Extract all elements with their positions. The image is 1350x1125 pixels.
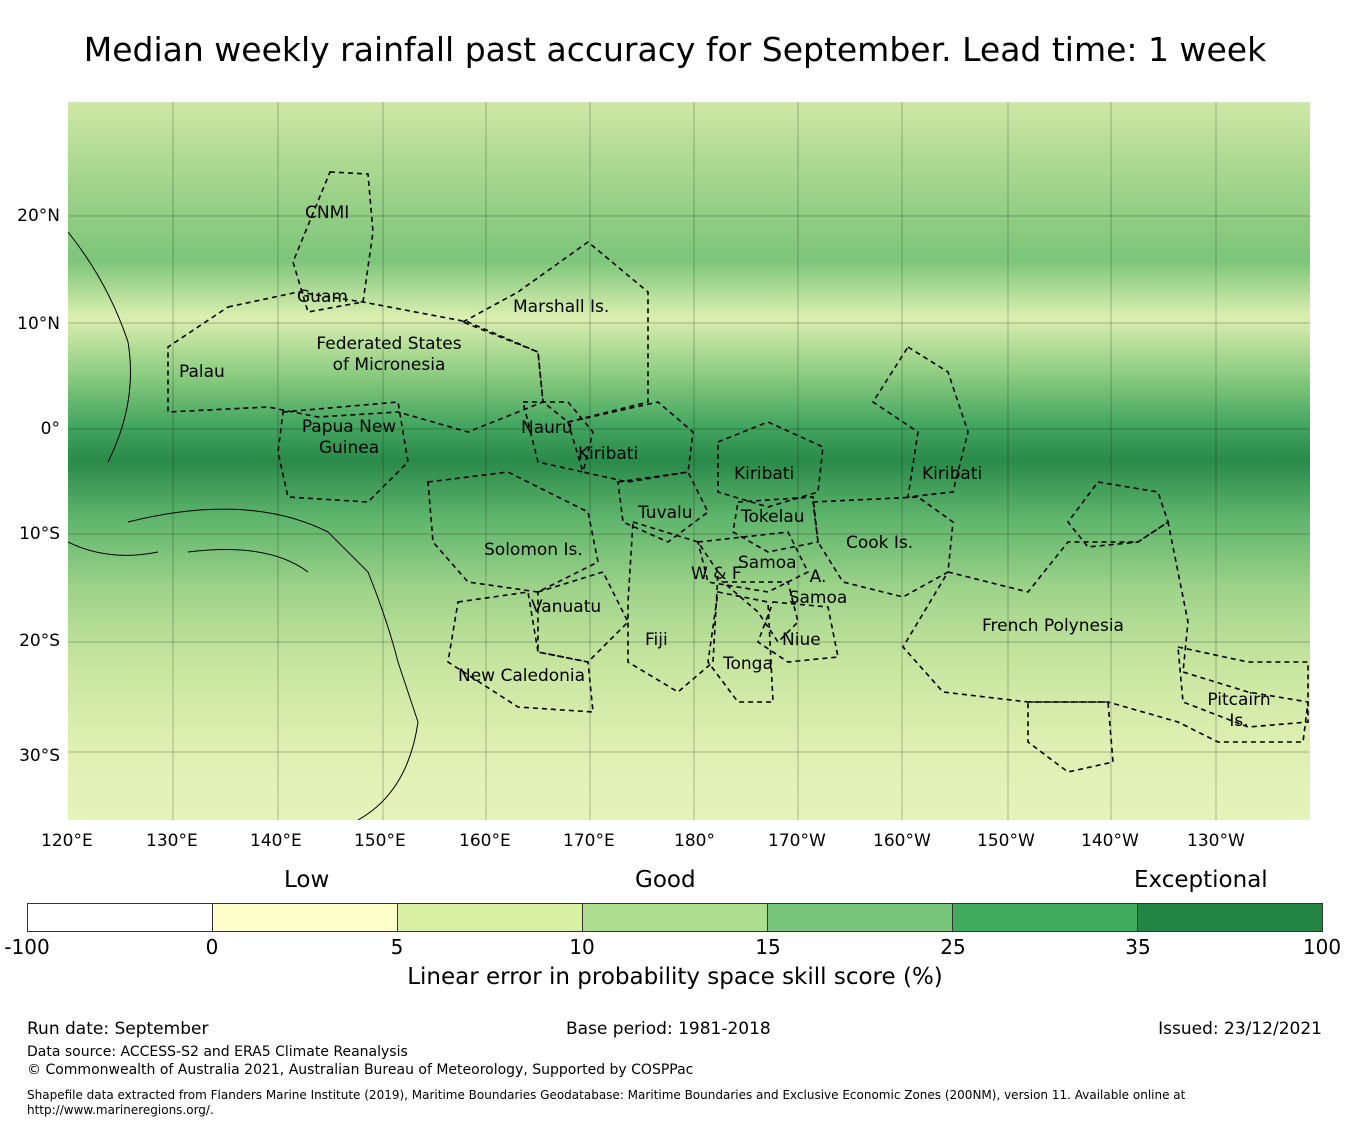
region-label: Palau xyxy=(179,362,225,382)
lon-tick: 180° xyxy=(674,831,715,851)
coastlines xyxy=(68,231,419,820)
lon-tick: 120°E xyxy=(41,831,93,851)
colorbar-tick: 25 xyxy=(940,935,966,959)
region-label: Samoa xyxy=(738,553,797,573)
graticule xyxy=(68,102,1310,820)
lat-tick: 0° xyxy=(40,419,60,439)
colorbar-tick: 5 xyxy=(390,935,404,959)
colorbar-tick: 100 xyxy=(1302,935,1342,959)
region-label: Fiji xyxy=(645,630,668,650)
lon-tick: 130°W xyxy=(1187,831,1245,851)
colorbar-tick: 10 xyxy=(569,935,595,959)
colorbar-tick: 0 xyxy=(205,935,219,959)
region-label: New Caledonia xyxy=(458,666,586,686)
lon-tick: 150°W xyxy=(977,831,1035,851)
chart-title: Median weekly rainfall past accuracy for… xyxy=(83,30,1267,69)
region-label: Guam xyxy=(297,287,348,307)
eez-boundaries xyxy=(167,171,1309,773)
region-label: Cook Is. xyxy=(846,533,914,553)
colorbar-tick: 35 xyxy=(1125,935,1151,959)
region-label: Nauru xyxy=(521,418,573,438)
lon-tick: 160°W xyxy=(873,831,931,851)
region-label: Pitcairn Is. xyxy=(1207,690,1271,731)
data-source: Data source: ACCESS-S2 and ERA5 Climate … xyxy=(27,1044,408,1060)
lat-tick: 20°N xyxy=(17,206,60,226)
colorbar-tick: 15 xyxy=(755,935,781,959)
region-label: Kiribati xyxy=(578,444,639,464)
colorbar xyxy=(27,903,1323,932)
colorbar-swatch xyxy=(213,904,398,931)
lon-tick: 130°E xyxy=(146,831,198,851)
colorbar-swatch xyxy=(28,904,213,931)
lon-tick: 150°E xyxy=(354,831,406,851)
base-period: Base period: 1981-2018 xyxy=(566,1019,771,1039)
region-label: Solomon Is. xyxy=(484,540,583,560)
region-label: Vanuatu xyxy=(531,597,602,617)
lat-tick: 20°S xyxy=(19,631,60,651)
shapefile-credit: Shapefile data extracted from Flanders M… xyxy=(27,1088,1186,1117)
region-label: Tonga xyxy=(723,654,773,674)
colorbar-tick: -100 xyxy=(4,935,50,959)
region-label: French Polynesia xyxy=(982,616,1124,636)
legend-category-exceptional: Exceptional xyxy=(1134,867,1268,893)
skill-map: CNMI Guam Marshall Is. Federated States … xyxy=(68,102,1310,820)
lon-tick: 170°W xyxy=(768,831,826,851)
region-label: Papua New Guinea xyxy=(301,417,397,458)
lat-tick: 10°S xyxy=(19,524,60,544)
map-overlay xyxy=(68,102,1310,820)
region-label: CNMI xyxy=(305,203,350,223)
issued-date: Issued: 23/12/2021 xyxy=(1158,1019,1322,1039)
legend-category-low: Low xyxy=(284,867,330,893)
region-label: Kiribati xyxy=(734,464,795,484)
region-label: A. Samoa xyxy=(788,567,848,608)
colorbar-swatch xyxy=(583,904,768,931)
copyright: © Commonwealth of Australia 2021, Austra… xyxy=(27,1062,694,1078)
region-label: Marshall Is. xyxy=(513,297,610,317)
run-date: Run date: September xyxy=(27,1019,209,1039)
lon-tick: 140°E xyxy=(250,831,302,851)
legend-category-good: Good xyxy=(635,867,696,893)
lon-tick: 140°W xyxy=(1081,831,1139,851)
region-label: Federated States of Micronesia xyxy=(316,334,462,375)
lat-tick: 30°S xyxy=(19,746,60,766)
lat-tick: 10°N xyxy=(17,314,60,334)
colorbar-label: Linear error in probability space skill … xyxy=(407,964,943,990)
lon-tick: 170°E xyxy=(563,831,615,851)
colorbar-swatch xyxy=(768,904,953,931)
colorbar-swatch xyxy=(1138,904,1322,931)
region-label: Niue xyxy=(782,630,821,650)
region-label: W & F xyxy=(691,564,742,584)
region-label: Tokelau xyxy=(741,507,805,527)
region-label: Kiribati xyxy=(922,464,983,484)
colorbar-swatch xyxy=(398,904,583,931)
lon-tick: 160°E xyxy=(459,831,511,851)
region-label: Tuvalu xyxy=(638,503,693,523)
colorbar-swatch xyxy=(953,904,1138,931)
